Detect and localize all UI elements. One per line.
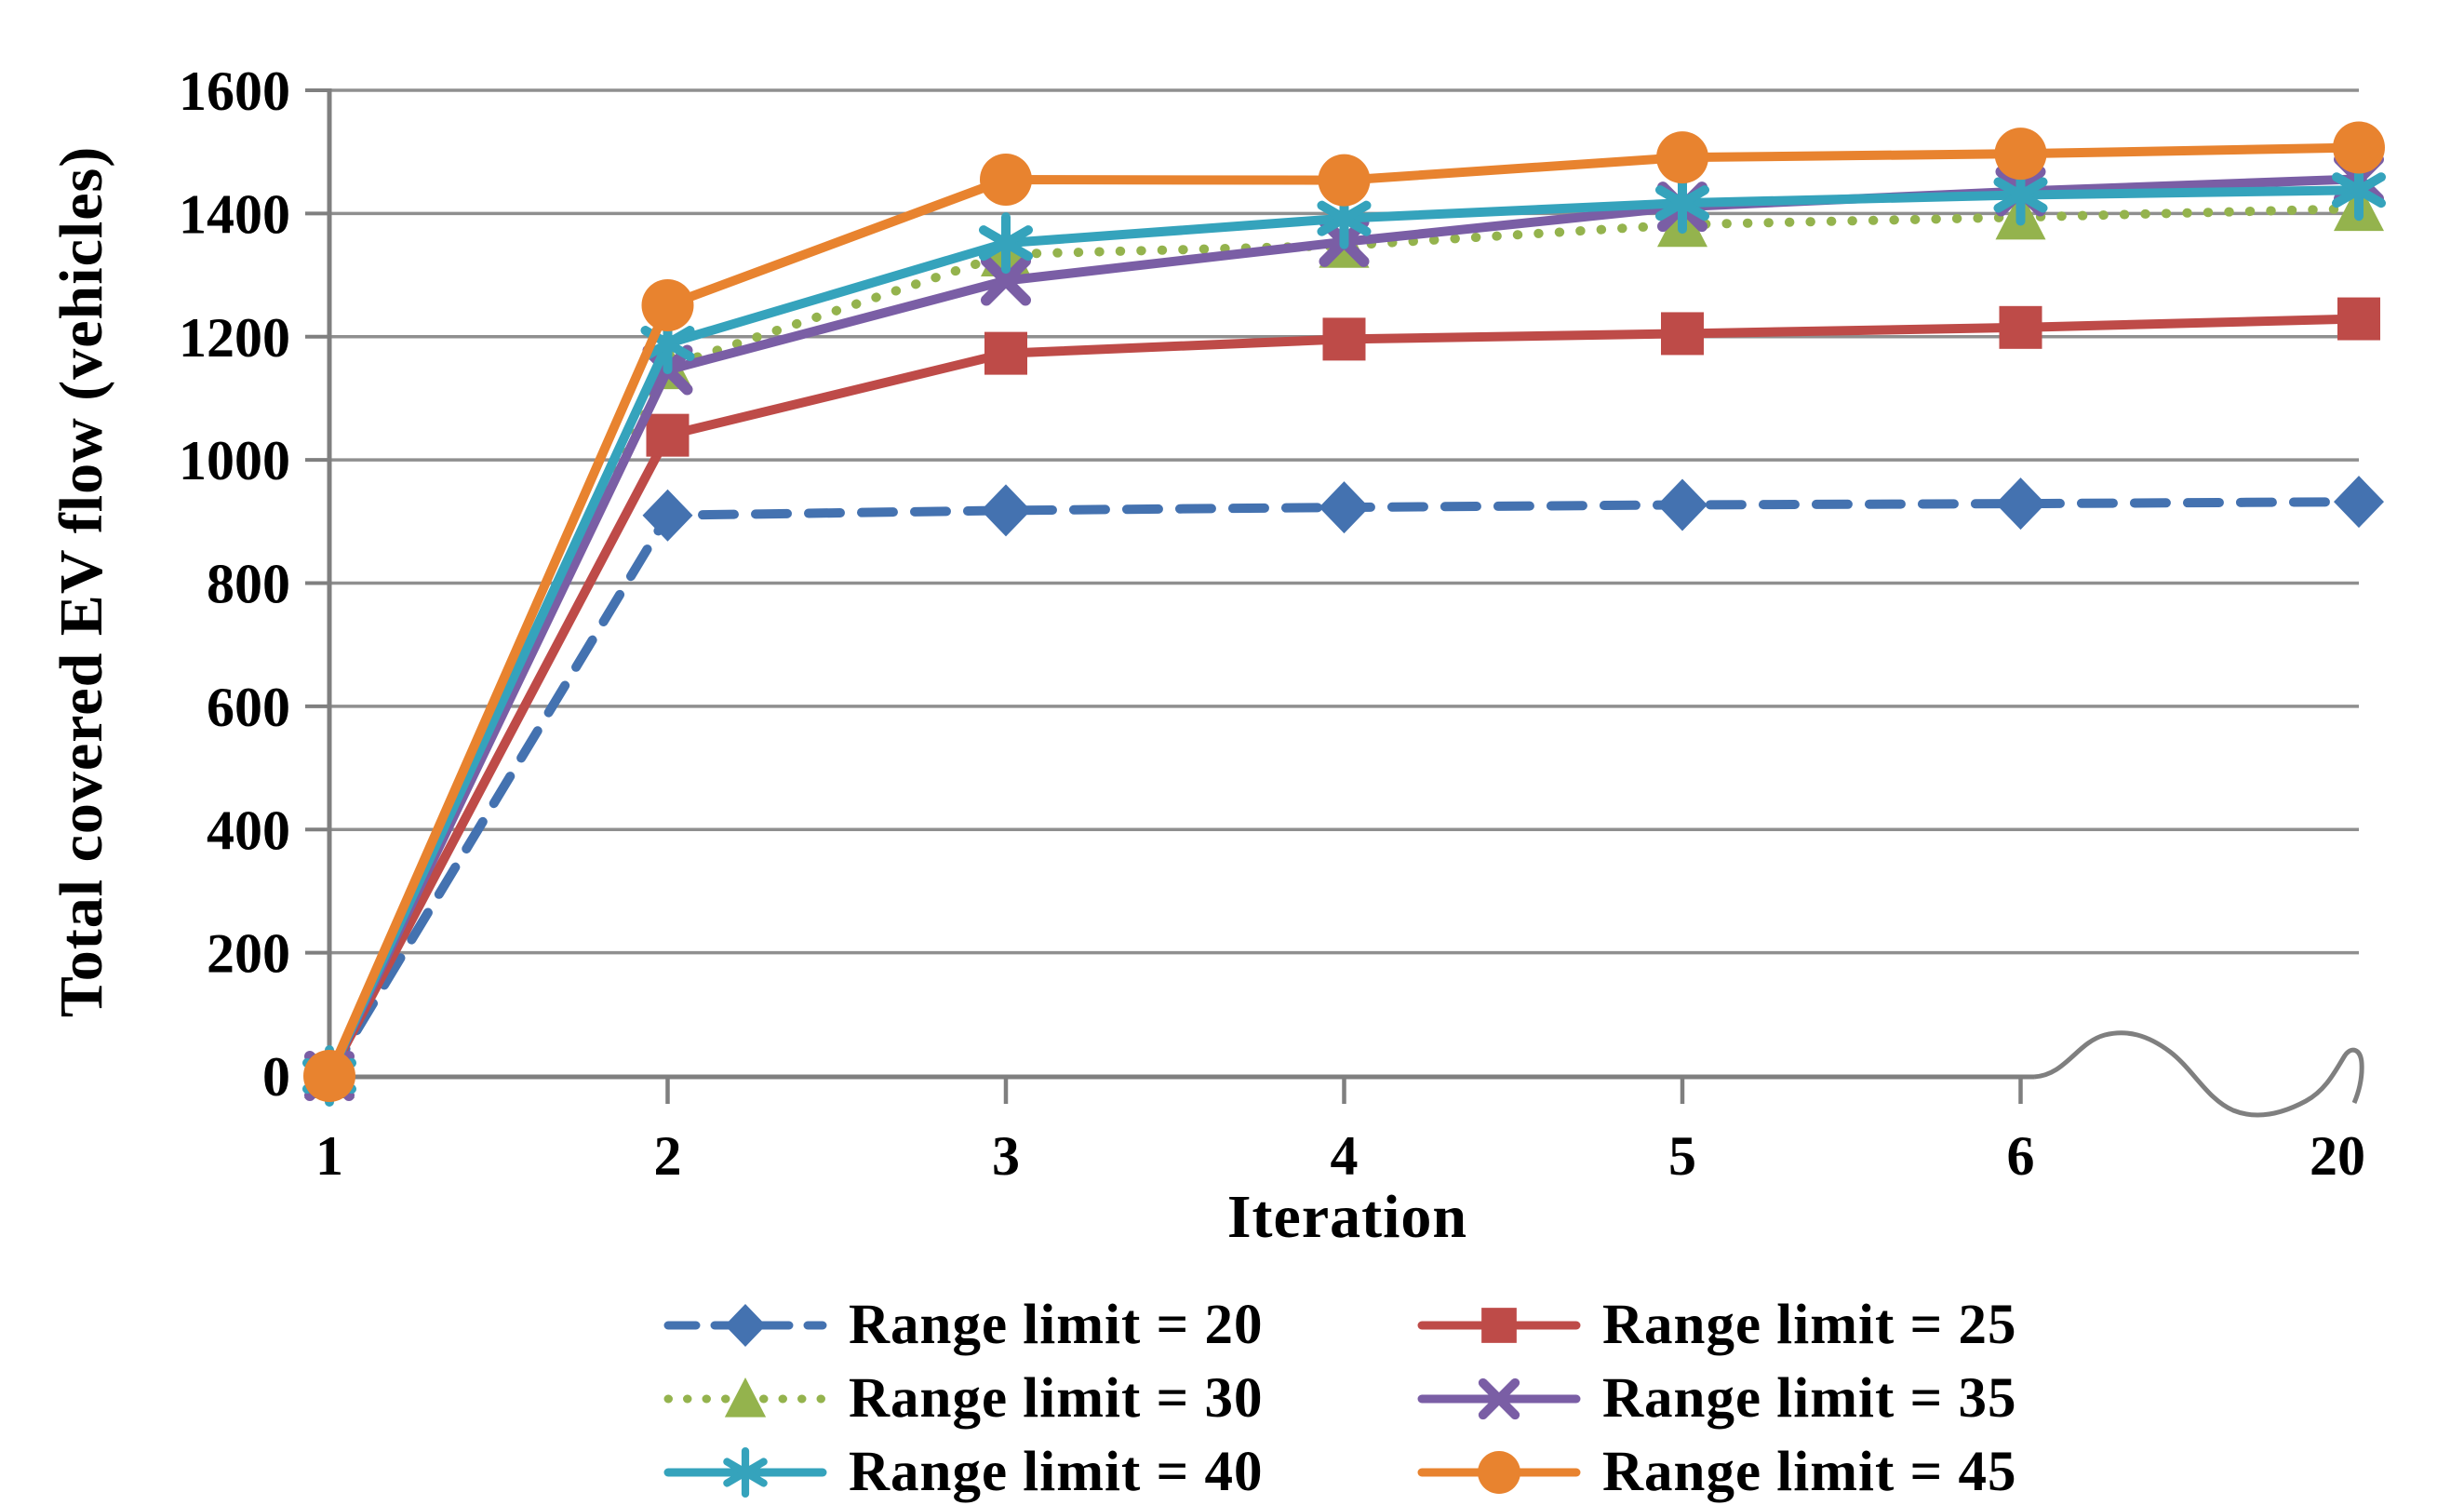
legend-item-range-limit-20: Range limit = 20 bbox=[663, 1291, 1416, 1360]
y-axis-title: Total covered EV flow (vehicles) bbox=[47, 145, 115, 1018]
y-tick-label-400: 400 bbox=[207, 800, 290, 861]
marker-star bbox=[979, 212, 1033, 275]
legend-swatch-diamond bbox=[663, 1303, 827, 1347]
marker-square bbox=[1661, 312, 1704, 356]
marker-diamond bbox=[1657, 478, 1707, 531]
series-line-20 bbox=[325, 497, 2364, 1081]
legend-item-range-limit-35: Range limit = 35 bbox=[1416, 1364, 2017, 1433]
y-tick-label-1400: 1400 bbox=[179, 183, 290, 245]
legend-swatch-triangle bbox=[663, 1377, 827, 1418]
x-tick-label-1: 1 bbox=[315, 1125, 343, 1187]
x-tick-label-2: 2 bbox=[654, 1125, 682, 1187]
x-tick-label-20: 20 bbox=[2310, 1125, 2365, 1187]
x-axis-break-squiggle bbox=[2033, 1030, 2364, 1118]
legend-swatch-x bbox=[1417, 1377, 1581, 1419]
marker-diamond bbox=[1319, 481, 1370, 534]
legend-label: Range limit = 40 bbox=[849, 1440, 1264, 1503]
y-tick-label-1000: 1000 bbox=[179, 430, 290, 491]
marker-circle bbox=[1994, 128, 2047, 181]
legend: Range limit = 20 Range limit = 25 Range li… bbox=[663, 1288, 2017, 1505]
marker-circle bbox=[641, 278, 694, 331]
marker-square bbox=[1999, 305, 2042, 349]
y-tick-label-600: 600 bbox=[207, 677, 290, 738]
marker-square bbox=[2337, 297, 2380, 341]
legend-item-range-limit-40: Range limit = 40 bbox=[663, 1438, 1416, 1505]
y-tick-label-1200: 1200 bbox=[179, 307, 290, 369]
marker-square bbox=[1481, 1307, 1517, 1343]
marker-square bbox=[1322, 317, 1366, 361]
marker-star bbox=[723, 1446, 768, 1498]
marker-circle bbox=[1318, 154, 1371, 207]
marker-diamond bbox=[2334, 476, 2384, 529]
marker-circle bbox=[1656, 131, 1708, 184]
x-tick-label-3: 3 bbox=[992, 1125, 1020, 1187]
series-line-35 bbox=[325, 174, 2364, 1081]
y-tick-label-200: 200 bbox=[207, 923, 290, 985]
x-tick-label-5: 5 bbox=[1668, 1125, 1696, 1187]
y-tick-label-800: 800 bbox=[207, 554, 290, 615]
x-tick-label-6: 6 bbox=[2007, 1125, 2035, 1187]
legend-swatch-circle bbox=[1417, 1450, 1581, 1494]
marker-square bbox=[984, 331, 1027, 375]
marker-circle bbox=[1478, 1450, 1520, 1494]
marker-star bbox=[1655, 172, 1709, 235]
legend-item-range-limit-25: Range limit = 25 bbox=[1416, 1291, 2017, 1360]
series-line-45 bbox=[325, 142, 2364, 1081]
x-tick-label-4: 4 bbox=[1331, 1125, 1359, 1187]
y-tick-label-1600: 1600 bbox=[179, 60, 290, 122]
marker-diamond bbox=[981, 484, 1031, 537]
legend-swatch-square bbox=[1417, 1307, 1581, 1343]
marker-x bbox=[981, 255, 1031, 306]
marker-diamond bbox=[724, 1303, 767, 1347]
marker-diamond bbox=[642, 489, 693, 542]
marker-diamond bbox=[1995, 477, 2046, 531]
marker-circle bbox=[303, 1050, 355, 1102]
x-axis-title: Iteration bbox=[1226, 1183, 1468, 1251]
legend-label: Range limit = 35 bbox=[1602, 1366, 2017, 1430]
legend-label: Range limit = 20 bbox=[849, 1293, 1264, 1356]
marker-circle bbox=[2333, 121, 2385, 174]
marker-triangle bbox=[724, 1377, 767, 1418]
legend-item-range-limit-30: Range limit = 30 bbox=[663, 1364, 1416, 1433]
legend-swatch-star bbox=[663, 1446, 827, 1498]
marker-x bbox=[1478, 1377, 1520, 1419]
marker-circle bbox=[980, 153, 1032, 206]
y-tick-label-0: 0 bbox=[262, 1046, 290, 1108]
legend-label: Range limit = 45 bbox=[1602, 1440, 2017, 1503]
marker-square bbox=[646, 413, 690, 457]
legend-item-range-limit-45: Range limit = 45 bbox=[1416, 1438, 2017, 1505]
legend-label: Range limit = 30 bbox=[849, 1366, 1264, 1430]
legend-label: Range limit = 25 bbox=[1602, 1293, 2017, 1356]
